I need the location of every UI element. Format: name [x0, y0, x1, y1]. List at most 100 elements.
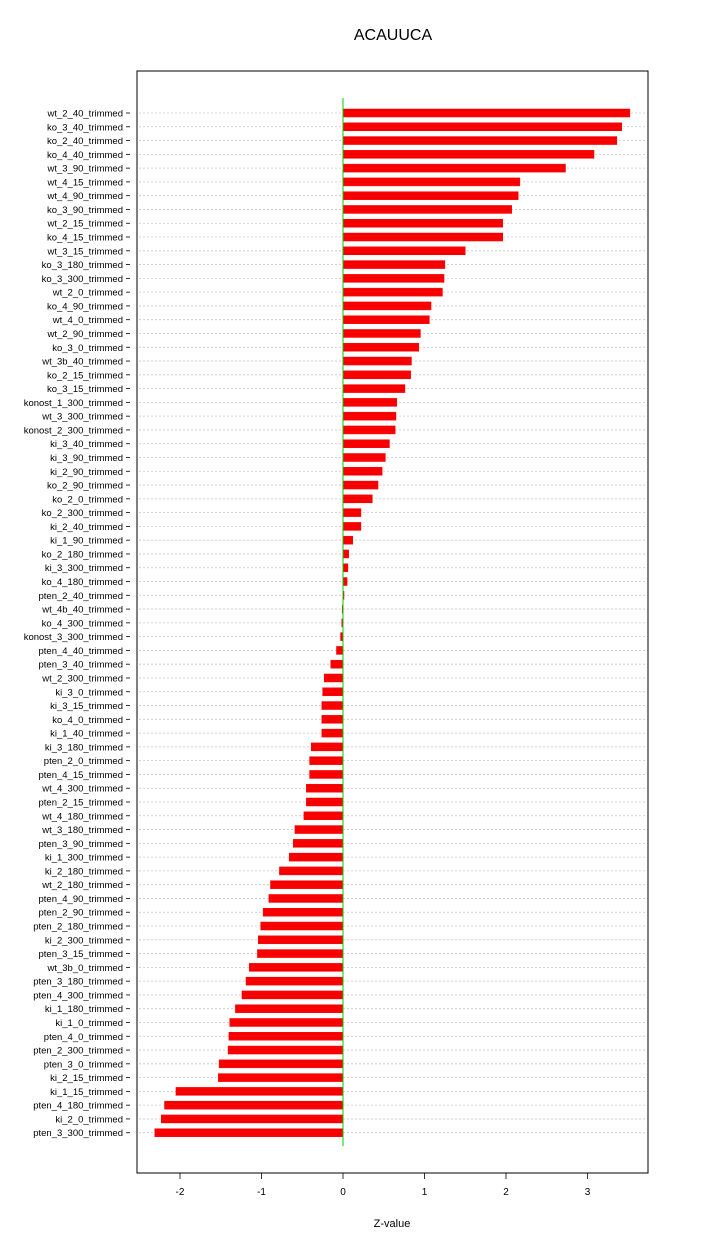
category-label: pten_4_40_trimmed — [39, 646, 124, 657]
bar-pten_3_300_trimmed — [154, 1128, 344, 1137]
bar-ki_3_15_trimmed — [321, 701, 344, 710]
category-label: wt_2_0_trimmed — [52, 288, 123, 299]
category-label: wt_2_40_trimmed — [46, 109, 123, 120]
bar-ki_2_180_trimmed — [279, 866, 344, 876]
x-tick-label: -2 — [176, 1187, 185, 1198]
category-label: pten_2_40_trimmed — [39, 591, 124, 602]
category-label: ki_1_15_trimmed — [50, 1087, 123, 1098]
category-label: ko_3_90_trimmed — [47, 205, 123, 216]
bar-ko_4_15_trimmed — [342, 232, 503, 242]
category-label: konost_1_300_trimmed — [24, 398, 123, 409]
category-label: ki_3_300_trimmed — [45, 563, 123, 574]
plot-frame — [136, 70, 649, 1174]
category-label: pten_3_90_trimmed — [39, 839, 124, 850]
category-label: wt_4_90_trimmed — [46, 191, 123, 202]
bar-wt_4_180_trimmed — [303, 811, 344, 821]
bar-ko_3_300_trimmed — [342, 274, 445, 283]
category-label: pten_4_0_trimmed — [44, 1032, 123, 1043]
category-label: ko_4_15_trimmed — [47, 233, 123, 244]
category-label: wt_3_15_trimmed — [46, 246, 123, 257]
category-label: konost_2_300_trimmed — [24, 425, 123, 436]
bar-pten_3_15_trimmed — [257, 949, 344, 958]
category-label: ko_3_180_trimmed — [42, 260, 123, 271]
bar-ki_3_90_trimmed — [342, 453, 386, 462]
bar-pten_4_40_trimmed — [336, 646, 344, 655]
category-label: pten_4_300_trimmed — [33, 990, 123, 1001]
category-label: pten_2_15_trimmed — [39, 798, 124, 809]
bar-ko_3_0_trimmed — [342, 343, 420, 352]
bar-ko_2_0_trimmed — [342, 494, 373, 504]
category-label: ko_4_90_trimmed — [47, 301, 123, 312]
bar-wt_2_40_trimmed — [342, 108, 631, 118]
category-label: pten_3_40_trimmed — [39, 660, 124, 671]
category-label: ki_1_300_trimmed — [45, 853, 123, 864]
bar-wt_3_15_trimmed — [342, 246, 466, 256]
bar-ki_2_90_trimmed — [342, 467, 383, 476]
bar-ki_3_40_trimmed — [342, 439, 390, 448]
category-label: pten_4_180_trimmed — [33, 1101, 123, 1112]
category-label: ko_4_180_trimmed — [42, 577, 123, 588]
bar-pten_2_0_trimmed — [309, 756, 344, 765]
bar-ko_3_180_trimmed — [342, 260, 446, 269]
bar-pten_2_15_trimmed — [306, 797, 344, 807]
bar-ki_1_0_trimmed — [229, 1018, 344, 1027]
category-label: wt_2_180_trimmed — [41, 880, 123, 891]
bar-pten_3_40_trimmed — [330, 659, 344, 669]
category-label: ki_2_40_trimmed — [50, 522, 123, 533]
category-label: ko_2_90_trimmed — [47, 481, 123, 492]
category-label: ko_3_0_trimmed — [52, 343, 123, 354]
bar-konost_1_300_trimmed — [342, 398, 398, 407]
category-label: ki_3_0_trimmed — [55, 687, 123, 698]
category-label: ko_2_15_trimmed — [47, 370, 123, 381]
bar-pten_3_180_trimmed — [245, 976, 344, 986]
bar-wt_4_90_trimmed — [342, 191, 519, 200]
bar-wt_3_180_trimmed — [294, 825, 344, 834]
bar-ki_3_300_trimmed — [342, 563, 349, 572]
category-label: ko_4_40_trimmed — [47, 150, 123, 161]
category-label: wt_4_0_trimmed — [52, 315, 123, 326]
bar-wt_3_90_trimmed — [342, 163, 566, 173]
chart-title: ACAUUCA — [354, 27, 433, 44]
category-label: ki_2_0_trimmed — [55, 1114, 123, 1125]
bar-pten_2_180_trimmed — [260, 921, 344, 931]
category-label: ko_2_300_trimmed — [42, 508, 123, 519]
category-label: wt_4_180_trimmed — [41, 811, 123, 822]
category-label: wt_3_90_trimmed — [46, 164, 123, 175]
category-label: ko_4_0_trimmed — [52, 715, 123, 726]
category-label: pten_4_15_trimmed — [39, 770, 124, 781]
x-tick-label: 1 — [422, 1187, 428, 1198]
bar-wt_2_300_trimmed — [324, 673, 344, 683]
category-label: wt_3b_40_trimmed — [41, 357, 123, 368]
x-tick-label: 0 — [340, 1187, 346, 1198]
category-label: pten_2_180_trimmed — [33, 922, 123, 933]
bar-ki_1_180_trimmed — [235, 1004, 344, 1013]
category-label: pten_3_180_trimmed — [33, 977, 123, 988]
category-label: ko_3_15_trimmed — [47, 384, 123, 395]
bars-layer — [154, 108, 631, 1137]
category-label: wt_3b_0_trimmed — [46, 963, 123, 974]
bar-pten_4_15_trimmed — [309, 770, 344, 779]
category-label: ki_3_180_trimmed — [45, 742, 123, 753]
x-tick-label: 2 — [503, 1187, 509, 1198]
bar-ko_4_0_trimmed — [321, 715, 344, 724]
category-label: ki_2_300_trimmed — [45, 935, 123, 946]
category-label: ki_2_90_trimmed — [50, 467, 123, 478]
bar-ko_4_40_trimmed — [342, 150, 595, 159]
category-label: ko_3_40_trimmed — [47, 122, 123, 133]
bar-wt_3_300_trimmed — [342, 411, 397, 421]
category-label: ki_1_40_trimmed — [50, 729, 123, 740]
bar-wt_2_90_trimmed — [342, 329, 421, 338]
category-label: wt_2_15_trimmed — [46, 219, 123, 230]
category-label: ko_2_0_trimmed — [52, 494, 123, 505]
category-label: konost_3_300_trimmed — [24, 632, 123, 643]
category-label: ki_3_90_trimmed — [50, 453, 123, 464]
bar-konost_2_300_trimmed — [342, 425, 396, 435]
category-label: ki_1_180_trimmed — [45, 1004, 123, 1015]
category-label: ko_2_40_trimmed — [47, 136, 123, 147]
bar-pten_4_300_trimmed — [241, 990, 344, 1000]
category-label: wt_4_15_trimmed — [46, 177, 123, 188]
bar-wt_3b_40_trimmed — [342, 356, 412, 366]
category-label: ki_3_15_trimmed — [50, 701, 123, 712]
bar-ki_2_300_trimmed — [257, 935, 344, 945]
